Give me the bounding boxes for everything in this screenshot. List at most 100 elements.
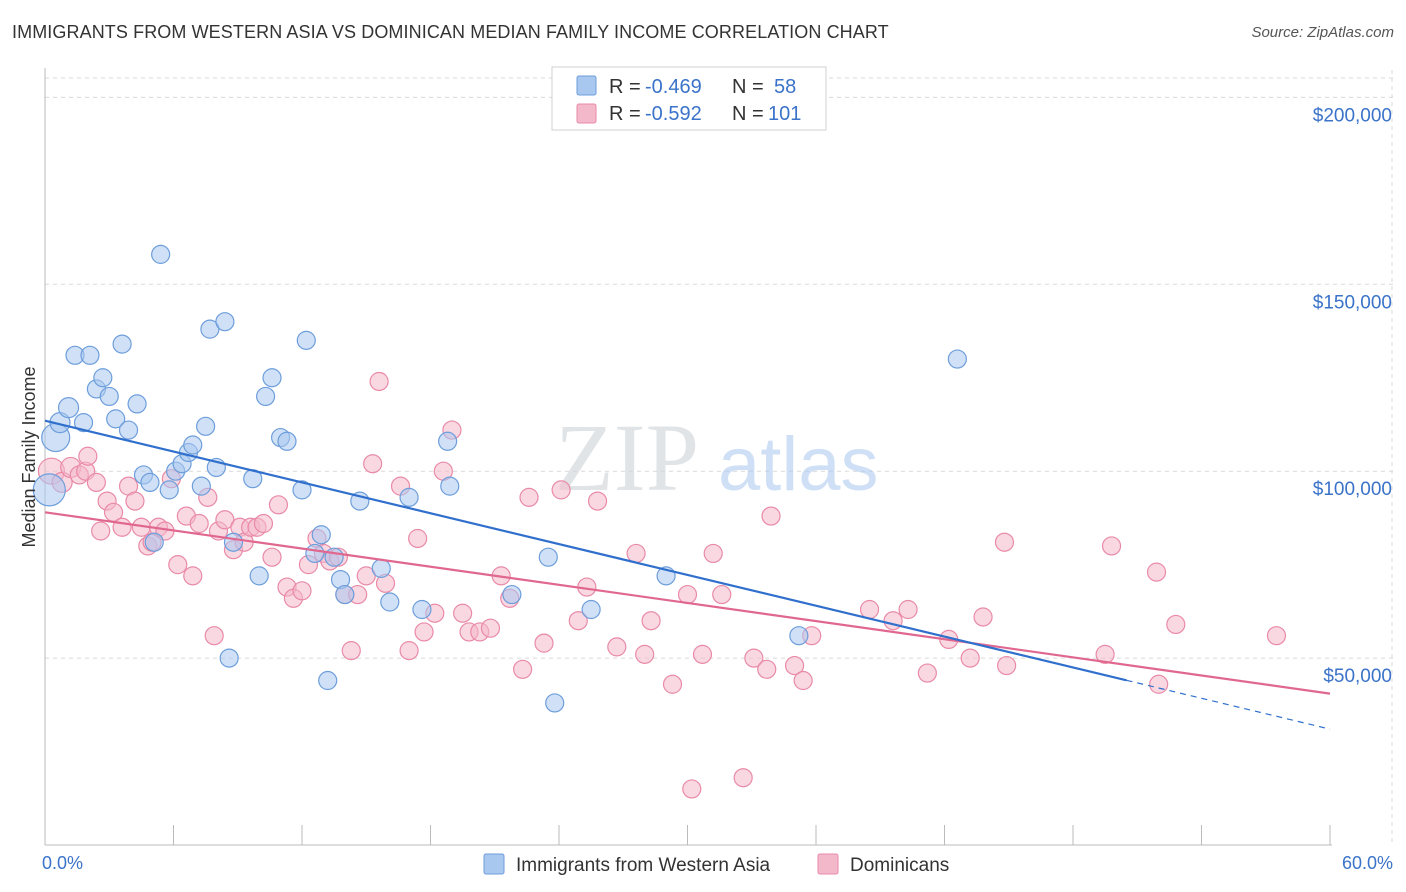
dominicans-point	[733, 768, 753, 788]
legend-n-label: N =	[732, 103, 764, 125]
x-tick-labels: 0.0% 60.0%	[42, 853, 1393, 873]
legend-r-value: -0.592	[645, 103, 702, 125]
dominicans-point	[635, 644, 655, 664]
western-asia-point	[292, 480, 312, 500]
dominicans-point	[414, 622, 434, 642]
dominicans-point	[1095, 644, 1115, 664]
western-asia-point	[73, 412, 94, 433]
dominicans-point	[551, 480, 571, 500]
western-asia-point	[249, 566, 269, 586]
dominicans-point	[682, 779, 702, 799]
dominicans-point	[125, 491, 145, 511]
dominicans-point	[1146, 562, 1167, 582]
dominicans-trend-line	[44, 511, 1331, 695]
western-asia-point	[380, 592, 400, 612]
dominicans-point	[189, 513, 209, 534]
dominicans-point	[784, 655, 805, 676]
dominicans-point	[292, 581, 312, 601]
dominicans-point	[607, 637, 627, 657]
y-tick-label: $100,000	[1313, 479, 1392, 500]
series-swatch-pink	[817, 853, 839, 875]
dominicans-point	[399, 641, 419, 661]
western-asia-point	[255, 386, 276, 407]
dominicans-point	[757, 659, 777, 679]
western-asia-point	[277, 431, 297, 451]
zipatlas-watermark: ZIP atlas	[555, 404, 879, 511]
y-tick-label: $50,000	[1323, 666, 1392, 687]
western-asia-point	[318, 670, 338, 691]
dominicans-point	[1166, 614, 1186, 635]
dominicans-point	[997, 655, 1017, 676]
western-asia-point	[191, 476, 211, 496]
chart-source: Source: ZipAtlas.com	[1251, 24, 1394, 41]
dominicans-point	[78, 446, 98, 466]
western-asia-point	[502, 584, 522, 605]
legend-swatch-blue	[576, 75, 597, 96]
western-asia-point	[262, 368, 282, 388]
trend-lines	[44, 419, 1331, 730]
legend-r-value: -0.469	[645, 76, 702, 98]
y-tick-labels: $50,000 $100,000 $150,000 $200,000	[1313, 105, 1392, 687]
dominicans-point	[793, 670, 813, 691]
chart-title: IMMIGRANTS FROM WESTERN ASIA VS DOMINICA…	[12, 22, 889, 42]
dominicans-point	[183, 566, 203, 586]
y-axis-label: Median Family Income	[19, 366, 39, 547]
western-asia-points	[32, 244, 967, 713]
legend-swatch-pink	[576, 103, 597, 124]
western-asia-point	[32, 473, 66, 507]
dominicans-point	[519, 487, 539, 507]
dominicans-point	[534, 633, 554, 653]
western-asia-point	[106, 409, 126, 429]
legend-n-value: 101	[768, 103, 801, 125]
dominicans-point	[453, 603, 473, 623]
dominicans-point	[1266, 626, 1287, 646]
dominicans-point	[662, 674, 683, 694]
western-asia-point	[144, 532, 164, 552]
dominicans-point	[677, 584, 698, 605]
western-asia-point	[324, 547, 344, 567]
series-legend: Immigrants from Western Asia Dominicans	[483, 853, 949, 876]
dominicans-point	[91, 521, 111, 541]
legend-box	[551, 66, 827, 131]
dominicans-point	[626, 543, 646, 564]
dominicans-point	[898, 599, 918, 620]
western-asia-trend-line	[44, 419, 1127, 682]
dominicans-point	[1101, 536, 1122, 556]
western-asia-point	[789, 626, 809, 646]
watermark-zip: ZIP	[555, 404, 699, 511]
western-asia-point	[80, 345, 100, 365]
correlation-legend: R = -0.469 N = 58 R = -0.592 N = 101	[551, 66, 827, 131]
dominicans-point	[692, 644, 713, 664]
dominicans-point	[262, 547, 282, 567]
western-asia-point	[215, 312, 235, 332]
western-asia-point	[947, 349, 967, 369]
dominicans-point	[268, 495, 289, 515]
dominicans-point	[204, 626, 224, 646]
dominicans-point	[744, 648, 764, 668]
watermark-atlas: atlas	[718, 422, 879, 507]
western-asia-point	[127, 394, 147, 414]
dominicans-point	[512, 659, 533, 679]
legend-n-label: N =	[732, 76, 764, 98]
western-asia-point	[223, 532, 244, 552]
western-asia-point	[183, 435, 203, 455]
axes	[44, 68, 1332, 846]
dominicans-point	[168, 555, 188, 575]
dominicans-point	[703, 543, 723, 564]
dominicans-point	[363, 454, 383, 474]
dominicans-point	[994, 532, 1015, 552]
western-asia-point	[371, 558, 391, 578]
dominicans-point	[369, 371, 389, 392]
western-asia-point	[159, 480, 179, 500]
dominicans-point	[112, 517, 132, 537]
y-tick-label: $200,000	[1313, 105, 1392, 126]
dominicans-point	[341, 641, 361, 661]
dominicans-point	[960, 648, 980, 668]
legend-r-label: R =	[609, 103, 641, 125]
western-asia-point	[296, 330, 316, 350]
western-asia-point	[440, 476, 460, 496]
dominicans-point	[587, 491, 608, 511]
western-asia-point	[335, 584, 355, 605]
western-asia-point	[412, 599, 432, 620]
